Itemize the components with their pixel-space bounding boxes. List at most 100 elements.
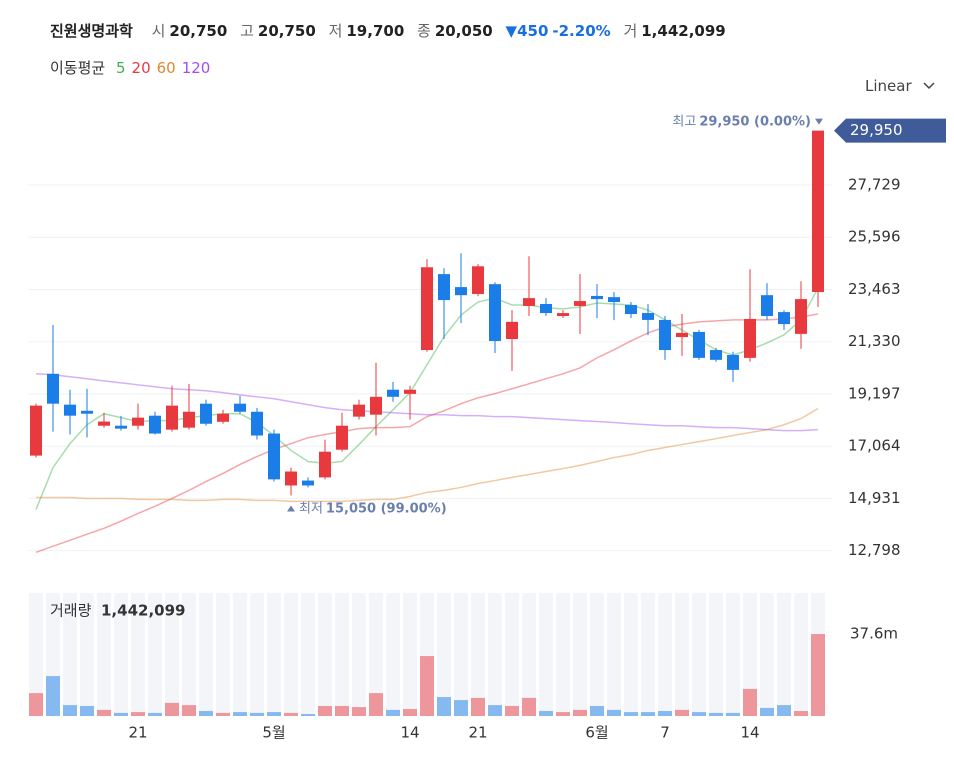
quote-header: 진원생명과학 시 20,750 고 20,750 저 19,700 종 20,050 ▼… — [50, 20, 734, 41]
column-bg — [233, 593, 247, 716]
column-bg — [539, 593, 553, 716]
x-tick-label: 21 — [468, 724, 487, 742]
candle-body — [387, 389, 399, 397]
candle-body — [285, 471, 297, 486]
candle-body — [81, 410, 93, 414]
candle-body — [421, 267, 433, 351]
volume-bar — [811, 634, 825, 716]
legend: 이동평균 5 20 60 120 — [50, 57, 216, 78]
legend-entry: 120 — [181, 59, 211, 77]
column-bg — [335, 593, 349, 716]
candle-body — [166, 405, 178, 430]
volume-bar — [777, 705, 791, 716]
candle-body — [744, 318, 756, 358]
column-bg — [148, 593, 162, 716]
column-bg — [80, 593, 94, 716]
volume-bar — [743, 688, 757, 716]
candle-body — [591, 295, 603, 300]
quote-value: 20,750 — [257, 22, 316, 40]
candle-body — [557, 313, 569, 316]
column-bg — [267, 593, 281, 716]
candle-body — [778, 312, 790, 325]
volume-bar — [658, 710, 672, 716]
candle-body — [183, 411, 195, 428]
volume-bar — [488, 705, 502, 716]
scale-menu-label[interactable]: Linear — [865, 77, 912, 95]
column-bg — [301, 593, 315, 716]
y-tick-label: 23,463 — [848, 280, 901, 298]
low-value: 15,050 (99.00%) — [326, 501, 447, 516]
stock-name: 진원생명과학 — [50, 22, 133, 40]
column-bg — [760, 593, 774, 716]
candle-body — [438, 274, 450, 301]
column-bg — [386, 593, 400, 716]
candle-body — [98, 421, 110, 426]
volume-bar — [454, 700, 468, 716]
column-bg — [250, 593, 264, 716]
high-marker — [815, 118, 823, 125]
ma-line — [35, 373, 819, 432]
column-bg — [658, 593, 672, 716]
column-bg — [709, 593, 723, 716]
volume-bar — [386, 709, 400, 716]
column-bg — [454, 593, 468, 716]
column-bg — [794, 593, 808, 716]
y-tick-label: 14,931 — [848, 489, 901, 507]
volume-bar — [539, 710, 553, 716]
x-tick-label: 14 — [740, 724, 759, 742]
candle-body — [540, 304, 552, 314]
change-rate: -2.20% — [552, 22, 611, 40]
column-bg — [573, 593, 587, 716]
scale-menu[interactable]: Linear — [865, 77, 936, 95]
quote-label: 고 — [240, 22, 254, 40]
candle-body — [30, 405, 42, 456]
y-tick-label: 21,330 — [848, 332, 901, 350]
column-bg — [369, 593, 383, 716]
column-bg — [743, 593, 757, 716]
candle-body — [47, 373, 59, 404]
y-tick-label: 37.6m — [850, 625, 898, 643]
legend-entry: 60 — [156, 59, 176, 77]
candle-body — [455, 287, 467, 296]
volume-title: 거래량 — [50, 602, 92, 620]
volume-bar — [709, 712, 723, 716]
low-marker — [287, 505, 295, 512]
ma-line — [36, 407, 819, 503]
column-bg — [97, 593, 111, 716]
candle-body — [404, 389, 416, 394]
volume-bar — [573, 709, 587, 716]
candle-body — [217, 413, 229, 422]
candle-body — [353, 404, 365, 417]
y-tick-label: 19,197 — [848, 384, 901, 402]
volume-bar — [182, 705, 196, 716]
volume-title-value: 1,442,099 — [101, 602, 185, 620]
volume-bar — [148, 712, 162, 716]
column-bg — [114, 593, 128, 716]
column-bg — [403, 593, 417, 716]
volume-bar — [97, 709, 111, 716]
quote-value: 20,750 — [169, 22, 228, 40]
column-bg — [556, 593, 570, 716]
volume-bar — [352, 707, 366, 716]
change: 450 — [517, 22, 549, 40]
volume-bar — [267, 712, 281, 716]
x-tick-label: 14 — [400, 724, 419, 742]
candle-body — [523, 298, 535, 306]
volume-bar — [505, 705, 519, 716]
column-bg — [726, 593, 740, 716]
y-tick-label: 27,729 — [848, 176, 901, 194]
price-tag — [834, 118, 946, 143]
volume-bar — [726, 712, 740, 716]
chevron[interactable] — [922, 81, 936, 91]
quote-label: 종 — [417, 22, 431, 40]
volume-bar — [233, 712, 247, 716]
candle-body — [489, 284, 501, 341]
high-label: 최고 — [672, 114, 696, 129]
column-bg — [692, 593, 706, 716]
volume-bar — [29, 693, 43, 716]
volume-bar — [199, 710, 213, 716]
candle-body — [812, 130, 824, 292]
candle-body — [608, 297, 620, 303]
column-bg — [607, 593, 621, 716]
